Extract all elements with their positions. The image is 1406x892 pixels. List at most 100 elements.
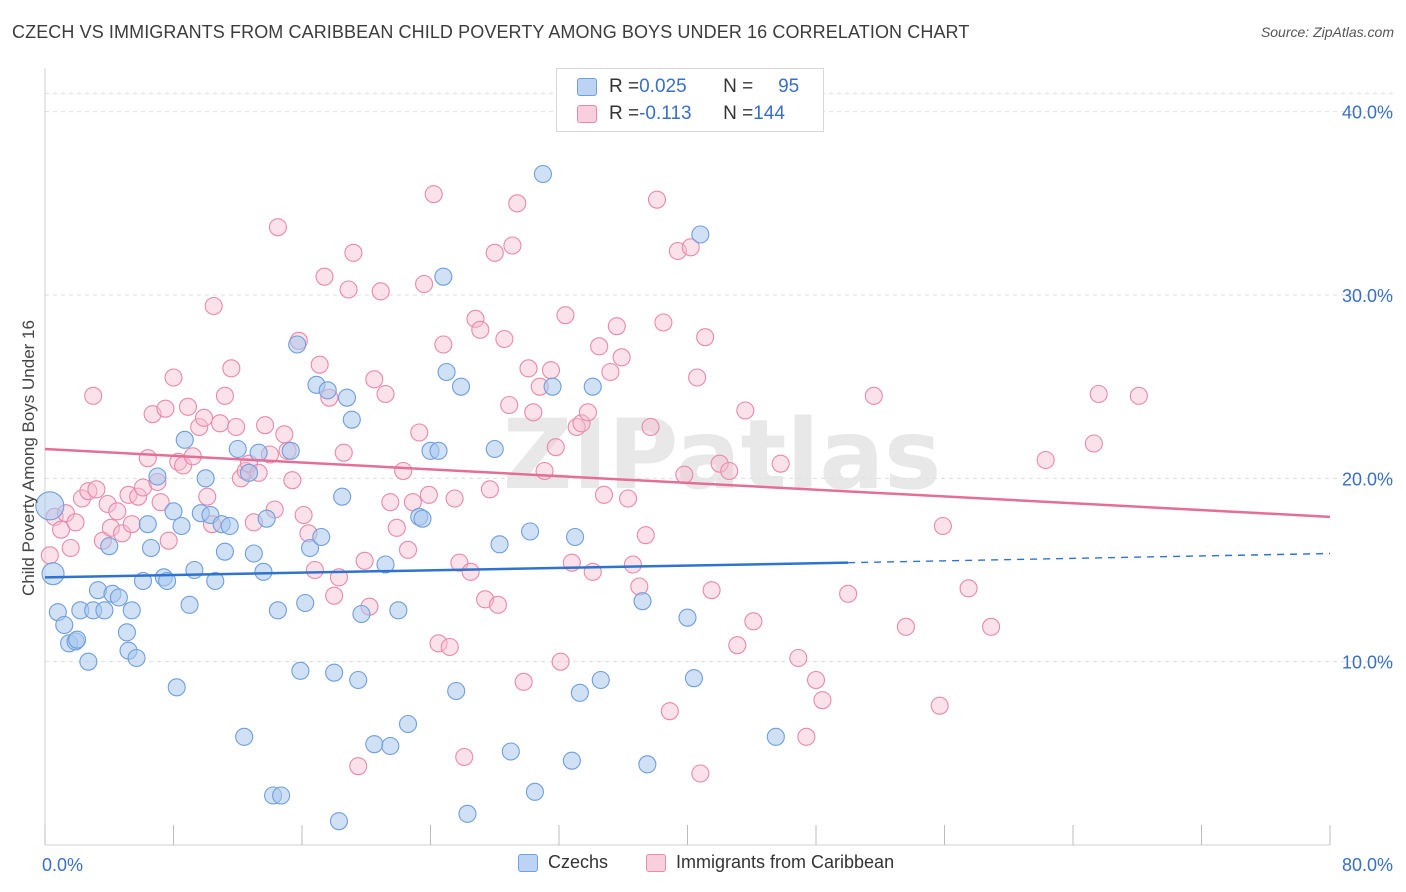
czech-point [337,388,357,407]
czech-point [525,782,544,801]
caribbean-point [98,494,117,514]
caribbean-point [315,267,334,286]
legend-swatch-caribbean-bottom [646,853,666,872]
czech-point [55,615,74,635]
czech-point [678,608,697,627]
czech-point [638,755,657,774]
czech-point [244,544,263,563]
czech-point [766,727,785,746]
caribbean-point [567,417,586,437]
czech-trend-line [44,561,849,579]
caribbean-point [590,337,609,356]
czech-point [501,742,520,761]
caribbean-point [198,487,217,506]
caribbean-point [310,355,329,374]
chart-title: CZECH VS IMMIGRANTS FROM CARIBBEAN CHILD… [12,22,970,42]
czech-point [141,538,161,558]
axes [44,68,1331,846]
czech-point [95,601,114,620]
caribbean-point [959,579,978,598]
caribbean-point [355,551,374,570]
caribbean-point [387,518,406,537]
czech-point [268,601,287,620]
caribbean-point [720,461,739,481]
czech-point [239,463,259,482]
legend-label-czechs: Czechs [548,852,609,872]
caribbean-point [268,218,287,237]
caribbean-point [156,399,175,418]
czech-point [437,362,456,382]
stats-legend: R = 0.025 N = 95 R = -0.113 N = 144 [556,68,824,132]
caribbean-point [771,454,790,473]
caribbean-point [612,348,631,367]
caribbean-point [813,691,832,710]
caribbean-point [933,516,952,536]
caribbean-point [691,764,710,783]
czech-point [257,509,276,528]
czech-point [148,467,167,486]
caribbean-point [72,489,91,508]
caribbean-point [702,581,721,600]
source-credit: Source: ZipAtlas.com [1260,24,1394,40]
czech-point [281,441,300,460]
y-tick-label: 20.0% [1342,469,1393,489]
caribbean-point [896,617,916,636]
caribbean-point [227,417,246,437]
czech-point [533,164,552,184]
caribbean-point [654,313,673,332]
caribbean-point [339,280,358,299]
czech-point [434,267,453,286]
legend-row-caribbean: R = -0.113 N = 144 [577,101,799,127]
caribbean-point [710,454,729,473]
czech-point [272,786,291,805]
caribbean-point [215,386,234,405]
caribbean-point [398,540,418,559]
czech-point [365,735,384,754]
caribbean-point [256,416,275,435]
czech-point [288,335,307,354]
czech-point [117,623,136,642]
caribbean-point [204,296,223,316]
czech-point [325,663,344,682]
czech-point [691,225,710,244]
czech-point [633,592,652,611]
caribbean-point [455,747,474,767]
czech-point [376,555,395,574]
caribbean-point [1084,434,1103,453]
caribbean-point [982,617,1001,636]
czech-point [458,804,477,823]
caribbean-point [87,480,106,499]
caribbean-point [349,757,368,776]
legend-n-label: N = [723,103,754,124]
caribbean-point [736,401,755,420]
legend-r-value: -0.113 [639,103,692,124]
caribbean-point [429,634,448,653]
caribbean-point [381,493,400,512]
legend-n-label: N = [723,76,754,97]
caribbean-point [607,317,626,336]
czech-point [389,601,408,620]
caribbean-point [623,555,642,574]
caribbean-point [440,637,459,657]
czech-point [167,678,186,697]
series-czech-points [35,164,785,831]
czech-point [228,439,247,459]
czech-point [206,571,225,591]
czech-point [127,648,146,668]
series-legend: Czechs Immigrants from Caribbean [0,852,1406,878]
czech-point [318,381,337,400]
caribbean-point [728,636,747,655]
caribbean-point [806,670,826,690]
caribbean-point [275,425,294,444]
czech-point [490,535,509,554]
czech-point [447,681,466,701]
caribbean-point [52,520,71,539]
czech-point [122,601,141,620]
czech-point [254,562,273,581]
caribbean-point [222,359,241,378]
caribbean-point [159,531,178,550]
legend-n-value: 95 [778,76,800,97]
caribbean-point [488,595,508,614]
legend-swatch-czech [577,78,597,96]
caribbean-trend-line [44,447,1331,519]
